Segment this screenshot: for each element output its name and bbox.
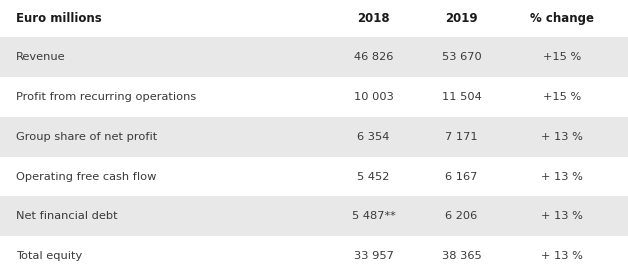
Text: + 13 %: + 13 % [541, 251, 583, 261]
Bar [0, 117, 628, 157]
Text: 5 487**: 5 487** [352, 211, 396, 221]
Text: 2018: 2018 [357, 12, 390, 25]
Text: 7 171: 7 171 [445, 132, 478, 142]
Text: Total equity: Total equity [16, 251, 82, 261]
Text: 6 354: 6 354 [357, 132, 390, 142]
Text: 33 957: 33 957 [354, 251, 394, 261]
Text: 38 365: 38 365 [441, 251, 482, 261]
Text: + 13 %: + 13 % [541, 171, 583, 182]
Text: 10 003: 10 003 [354, 92, 394, 102]
Text: 46 826: 46 826 [354, 52, 393, 62]
Text: 11 504: 11 504 [441, 92, 482, 102]
Text: 2019: 2019 [445, 12, 478, 25]
Bar [0, 236, 628, 276]
Bar [0, 37, 628, 77]
Text: Profit from recurring operations: Profit from recurring operations [16, 92, 196, 102]
Bar [0, 197, 628, 236]
Text: Revenue: Revenue [16, 52, 65, 62]
Text: % change: % change [530, 12, 594, 25]
Text: Euro millions: Euro millions [16, 12, 102, 25]
Text: Operating free cash flow: Operating free cash flow [16, 171, 156, 182]
Text: 6 167: 6 167 [445, 171, 478, 182]
Text: + 13 %: + 13 % [541, 211, 583, 221]
Text: Group share of net profit: Group share of net profit [16, 132, 157, 142]
Bar [0, 77, 628, 117]
Text: +15 %: +15 % [543, 92, 581, 102]
Text: Net financial debt: Net financial debt [16, 211, 117, 221]
Text: 53 670: 53 670 [441, 52, 482, 62]
Text: 6 206: 6 206 [445, 211, 478, 221]
Text: + 13 %: + 13 % [541, 132, 583, 142]
Bar [0, 157, 628, 197]
Text: +15 %: +15 % [543, 52, 581, 62]
Text: 5 452: 5 452 [357, 171, 390, 182]
